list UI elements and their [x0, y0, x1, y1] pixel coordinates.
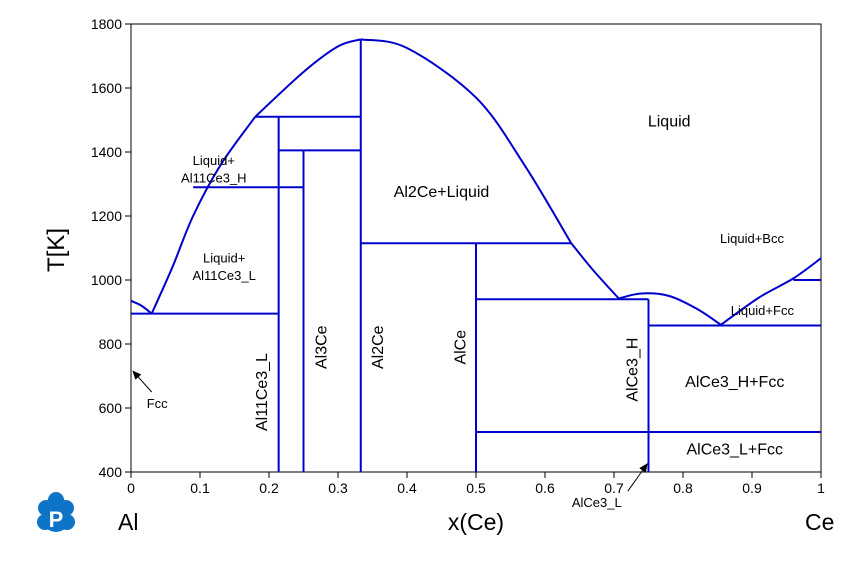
phase-label: AlCe3_L	[572, 495, 622, 510]
phase-label: Liquid	[648, 113, 691, 130]
phase-boundary-curve	[618, 292, 722, 326]
x-tick-label: 0.2	[259, 480, 279, 496]
phase-label: Al2Ce+Liquid	[394, 184, 490, 201]
y-tick-label: 1400	[91, 144, 122, 160]
x-tick-label: 0.4	[397, 480, 417, 496]
y-tick-label: 400	[99, 464, 123, 480]
phase-label: AlCe	[453, 330, 470, 365]
y-axis-label: T[K]	[43, 228, 70, 272]
x-axis-ticks: 0 0.1 0.2 0.3 0.4 0.5 0.6 0.7 0.8 0.9 1	[127, 472, 825, 496]
y-tick-label: 800	[99, 336, 123, 352]
phase-region-labels: Liquid Liquid+ Al11Ce3_H Liquid+ Al11Ce3_L Al…	[147, 113, 795, 510]
x-tick-label: 0	[127, 480, 135, 496]
phase-label: Al11Ce3_H	[181, 170, 247, 185]
phase-boundary-curve	[130, 299, 153, 315]
y-tick-label: 600	[99, 400, 123, 416]
phase-label: Al2Ce	[370, 325, 387, 369]
phase-label: Liquid+Bcc	[720, 231, 784, 246]
phase-boundary-curve	[720, 257, 822, 326]
y-tick-label: 1800	[91, 16, 122, 32]
phase-boundary-curve	[254, 38, 362, 118]
phase-boundary-curve	[570, 242, 620, 300]
phase-boundary-curve	[360, 38, 573, 244]
phase-label: Liquid+Fcc	[731, 303, 795, 318]
x-axis-label: x(Ce)	[448, 509, 504, 535]
x-tick-label: 0.1	[190, 480, 210, 496]
phase-label: Liquid+	[193, 153, 235, 168]
annotation-arrow	[627, 463, 648, 492]
x-tick-label: 0.9	[742, 480, 762, 496]
annotation-arrow	[132, 370, 153, 393]
phase-label: Al11Ce3_L	[192, 268, 255, 283]
x-tick-label: 1	[817, 480, 825, 496]
y-tick-label: 1000	[91, 272, 122, 288]
phase-boundary-curve	[150, 116, 257, 315]
x-tick-label: 0.8	[673, 480, 693, 496]
x-tick-label: 0.3	[328, 480, 348, 496]
y-tick-label: 1200	[91, 208, 122, 224]
left-element-label: Al	[118, 509, 138, 535]
phase-label: Liquid+	[203, 250, 245, 265]
phase-label: AlCe3_H+Fcc	[685, 374, 784, 391]
phase-label: Fcc	[147, 396, 168, 411]
phase-label: Al11Ce3_L	[254, 353, 271, 431]
x-tick-label: 0.6	[535, 480, 555, 496]
svg-text:P: P	[49, 507, 64, 532]
annotation-arrows	[132, 370, 648, 492]
right-element-label: Ce	[805, 509, 834, 535]
thermocalc-logo-icon: P	[37, 492, 75, 532]
y-tick-label: 1600	[91, 80, 122, 96]
x-tick-label: 0.5	[466, 480, 486, 496]
phase-boundary-lines	[130, 38, 822, 472]
phase-label: AlCe3_H	[624, 338, 641, 402]
phase-label: Al3Ce	[313, 325, 330, 369]
x-tick-label: 0.7	[604, 480, 624, 496]
phase-label: AlCe3_L+Fcc	[687, 441, 784, 458]
y-axis-ticks: 400 600 800 1000 1200 1400 1600 1800	[91, 16, 131, 480]
